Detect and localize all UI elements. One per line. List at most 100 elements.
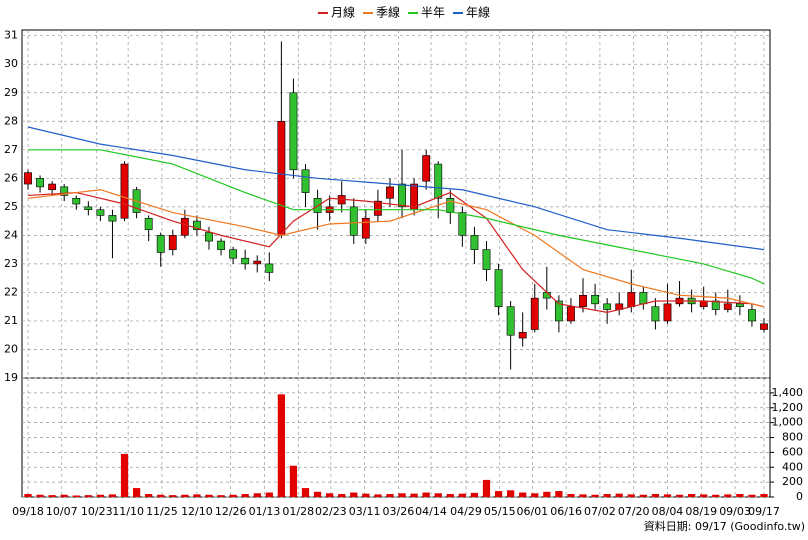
volume-bar	[229, 494, 237, 497]
candle-body	[289, 92, 298, 171]
volume-bar	[579, 494, 587, 497]
candle-body	[530, 297, 539, 330]
y2-tick-label: 800	[782, 431, 803, 444]
volume-bar	[313, 491, 322, 497]
volume-bar	[60, 494, 68, 497]
volume-bar	[531, 493, 539, 497]
x-tick-label: 09/18	[12, 505, 44, 518]
candle-body	[579, 294, 587, 307]
x-tick-label: 01/13	[249, 505, 281, 518]
candle-body	[651, 306, 660, 322]
volume-bar	[326, 493, 334, 497]
candle-body	[422, 155, 431, 182]
volume-bar	[217, 495, 225, 497]
y2-tick-label: 1,000	[772, 416, 804, 429]
ma-line	[28, 149, 765, 285]
volume-bar	[603, 494, 611, 497]
candle-body	[205, 232, 213, 242]
volume-bar	[181, 494, 189, 497]
volume-bar	[615, 493, 623, 497]
x-tick-label: 05/15	[484, 505, 516, 518]
volume-bar	[205, 494, 213, 497]
candle-body	[60, 186, 69, 196]
y-tick-label: 27	[4, 143, 18, 156]
volume-bar	[338, 494, 346, 497]
volume-bar	[132, 488, 141, 497]
candle-body	[36, 178, 44, 188]
candle-body	[156, 235, 165, 253]
y-tick-label: 26	[4, 171, 18, 184]
volume-bar	[362, 493, 370, 497]
y-tick-label: 30	[4, 57, 18, 70]
candle-body	[699, 300, 708, 307]
volume-bar	[169, 495, 177, 497]
y2-tick-label: 200	[782, 475, 803, 488]
candle-body	[748, 309, 756, 322]
y-tick-label: 29	[4, 86, 18, 99]
y-tick-label: 19	[4, 371, 18, 384]
legend-label: 月線	[331, 5, 355, 20]
volume-bar	[157, 494, 165, 497]
footer: 資料日期: 09/17 (Goodinfo.tw)	[644, 519, 805, 533]
volume-bar	[24, 494, 32, 497]
y2-tick-label: 0	[796, 490, 803, 503]
candle-body	[398, 183, 406, 208]
volume-bar	[663, 494, 672, 497]
volume-bar	[422, 492, 430, 497]
volume-bar	[446, 494, 454, 497]
volume-bar	[350, 492, 358, 497]
volume-bar	[108, 494, 117, 497]
x-tick-label: 06/16	[550, 505, 582, 518]
x-tick-label: 08/19	[685, 505, 717, 518]
volume-bar	[145, 494, 153, 497]
volume-bar	[482, 479, 491, 497]
volume-bar	[72, 495, 80, 497]
volume-bar	[434, 493, 442, 497]
volume-bar	[555, 491, 563, 497]
y-tick-label: 25	[4, 200, 18, 213]
volume-bar	[724, 494, 732, 497]
volume-bar	[675, 494, 684, 497]
candle-body	[24, 172, 32, 185]
y2-tick-label: 600	[782, 445, 803, 458]
plot-frame	[21, 29, 771, 498]
y-tick-label: 31	[4, 29, 18, 42]
volume-bar	[458, 493, 466, 497]
candle-body	[434, 163, 443, 199]
x-tick-label: 04/14	[415, 505, 447, 518]
volume-bar	[627, 494, 635, 497]
volume-bar	[639, 494, 647, 497]
candle-body	[253, 260, 262, 265]
candle-body	[723, 303, 732, 310]
volume-bar	[651, 494, 660, 497]
candle-body	[567, 306, 575, 322]
y2-tick-label: 1,200	[772, 401, 804, 414]
x-tick-label: 12/10	[181, 505, 213, 518]
volume-bar	[712, 494, 720, 497]
volume-bar	[386, 494, 394, 497]
candle-body	[120, 163, 129, 219]
candle-body	[96, 209, 105, 216]
volume-bar	[193, 494, 201, 497]
candle-body	[168, 235, 177, 250]
candle-body	[386, 186, 394, 199]
candle-body	[506, 306, 515, 336]
candle-body	[627, 292, 636, 307]
volume-bar	[507, 490, 515, 497]
x-tick-label: 09/03	[719, 505, 751, 518]
volume-bar	[519, 492, 527, 497]
x-tick-label: 03/11	[349, 505, 381, 518]
candle-body	[735, 303, 744, 307]
legend-label: 季線	[376, 5, 400, 20]
volume-bar	[84, 495, 92, 497]
volume-bar	[736, 494, 744, 497]
x-tick-label: 07/02	[584, 505, 616, 518]
volume-bar	[253, 493, 261, 497]
candle-body	[277, 120, 286, 236]
candle-body	[144, 217, 153, 230]
candle-body	[518, 332, 527, 339]
volume-bar	[374, 494, 382, 497]
candle-body	[446, 197, 455, 213]
x-tick-label: 11/10	[112, 505, 144, 518]
